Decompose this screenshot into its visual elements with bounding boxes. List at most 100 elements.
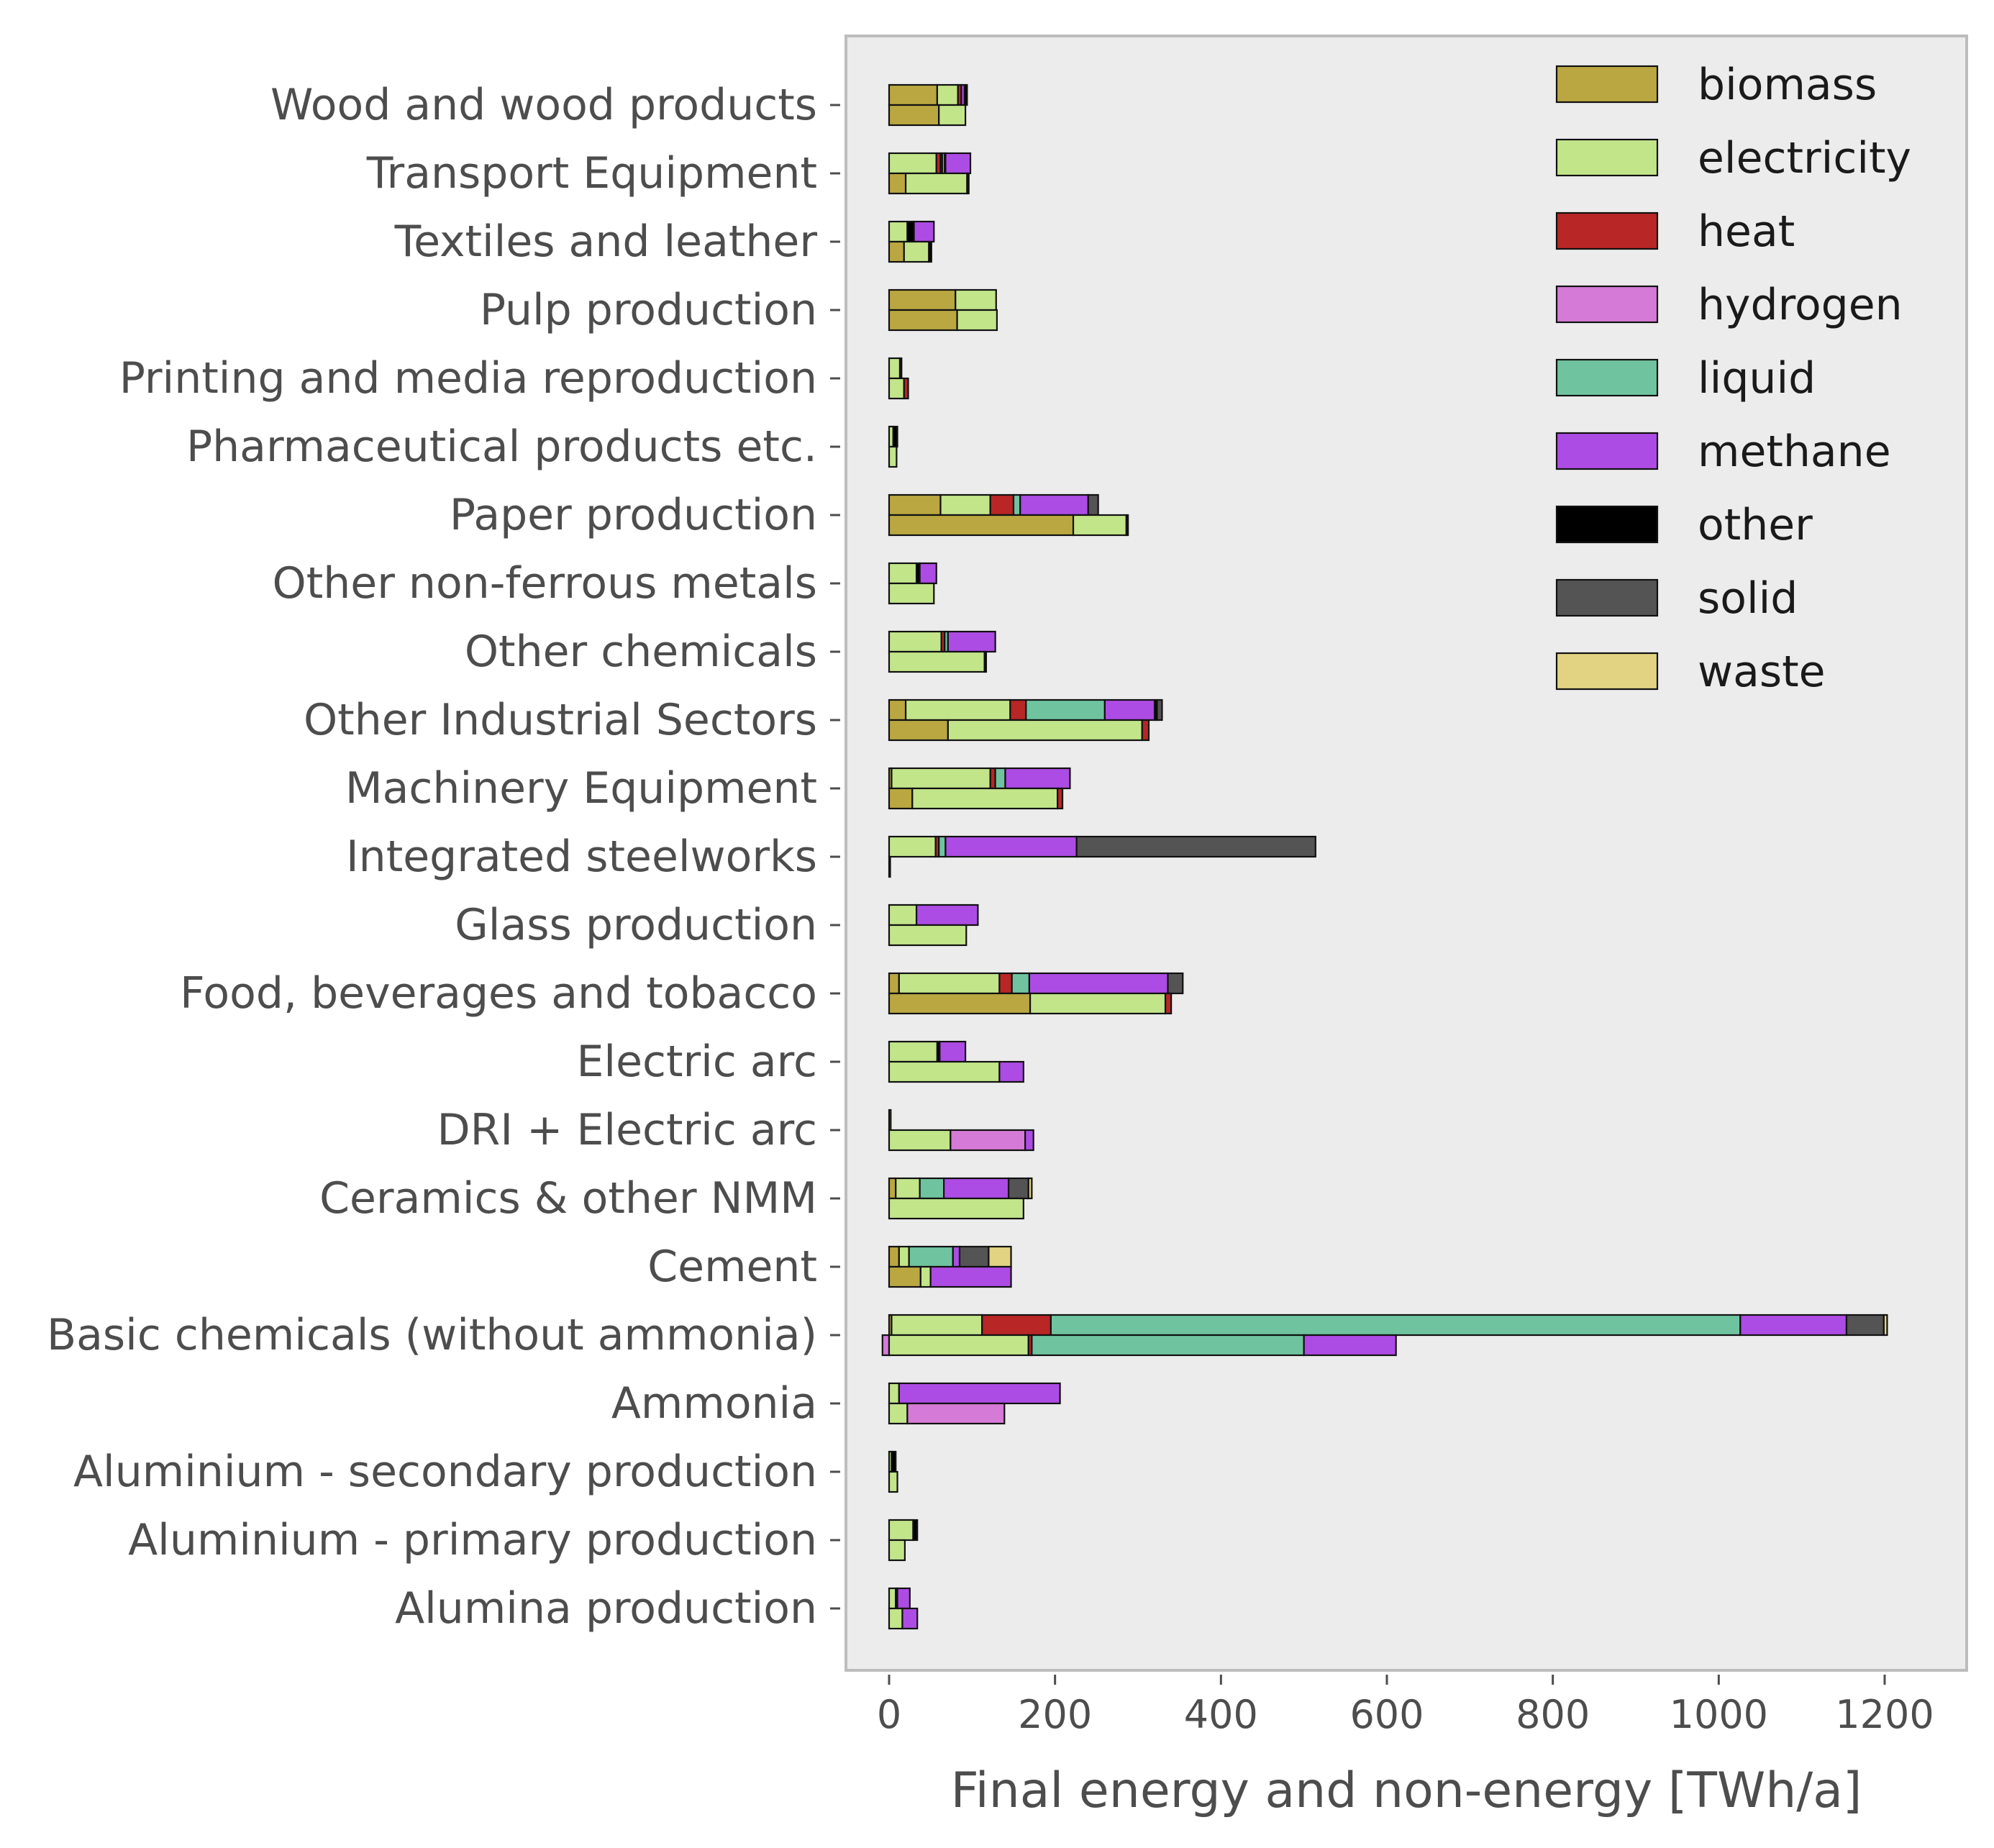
y-tick-label: Printing and media reproduction [119, 353, 817, 404]
bar-segment-electricity [939, 493, 991, 516]
bar-segment-methane [896, 1587, 911, 1610]
legend-label-methane: methane [1698, 427, 1891, 477]
bar-segment-other [912, 1519, 919, 1542]
bar-segment-liquid [938, 835, 947, 858]
bar-segment-electricity [888, 220, 909, 243]
legend-swatch-heat [1555, 211, 1659, 250]
legend-label-electricity: electricity [1698, 133, 1911, 183]
bar-segment-electricity [888, 630, 942, 653]
bar-segment-electricity [888, 1109, 892, 1132]
bar-segment-biomass [888, 514, 1075, 537]
bar-segment-electricity [888, 924, 968, 947]
bar-segment-methane [998, 1060, 1024, 1083]
bar-segment-methane [1739, 1314, 1848, 1337]
bar-segment-heat [1057, 787, 1064, 810]
bar-segment-electricity [888, 377, 905, 400]
bar-segment-electricity [1029, 992, 1167, 1015]
bar-segment-electricity [888, 855, 891, 878]
bar-segment-methane [1024, 1129, 1034, 1152]
bar-segment-electricity [888, 1129, 952, 1152]
bar-segment-methane [1303, 1334, 1397, 1357]
bar-segment-electricity [891, 767, 991, 790]
bar-segment-electricity [888, 1470, 898, 1493]
legend-swatch-biomass [1555, 65, 1659, 104]
bar-segment-methane [913, 220, 935, 243]
bar-segment-methane [944, 835, 1078, 858]
bar-segment-heat [998, 972, 1013, 995]
x-axis: 0 200 400 600 800 1000 1200 [877, 1675, 1934, 1737]
bar-segment-electricity [888, 1040, 938, 1063]
bar-segment-methane [952, 1245, 961, 1268]
bar-segment-electricity [911, 787, 1059, 810]
bar-segment-liquid [1011, 972, 1031, 995]
bar-segment-other [1125, 514, 1129, 537]
y-tick-label: Aluminium - primary production [128, 1515, 817, 1565]
bar-segment-biomass [888, 1265, 921, 1288]
y-axis: Wood and wood products Transport Equipmen… [47, 80, 840, 1634]
bar-segment-electricity [888, 1607, 903, 1630]
bar-segment-methane [929, 1265, 1012, 1288]
y-tick-label: Cement [647, 1242, 817, 1292]
legend-label-liquid: liquid [1698, 353, 1816, 404]
y-tick-label: Pulp production [480, 285, 817, 335]
bar-segment-electricity [888, 582, 935, 605]
y-tick-label: Other chemicals [465, 627, 817, 677]
bar-segment-biomass [888, 309, 958, 332]
x-tick-label: 1200 [1835, 1692, 1934, 1737]
bar-segment-biomass [888, 1245, 900, 1268]
bar-segment-electricity [898, 1245, 910, 1268]
bar-segment-electricity [904, 172, 968, 195]
bar-segment-electricity [898, 972, 1001, 995]
y-tick-label: Alumina production [395, 1583, 817, 1634]
y-tick-label: Ammonia [611, 1378, 817, 1429]
legend-swatch-liquid [1555, 358, 1659, 397]
bar-segment-methane [915, 903, 979, 927]
bar-segment-electricity [956, 309, 998, 332]
bar-segment-biomass [888, 992, 1032, 1015]
x-tick-label: 800 [1516, 1692, 1590, 1737]
legend: biomass electricity heat hydrogen liquid meth… [1555, 60, 1911, 697]
x-tick-label: 1000 [1670, 1692, 1768, 1737]
bar-segment-methane [1028, 972, 1169, 995]
bar-segment-electricity [888, 152, 937, 175]
bar-segment-electricity [888, 1519, 914, 1542]
bar-segment-biomass [888, 83, 938, 106]
bar-segment-heat [1141, 719, 1150, 742]
y-tick-label: Pharmaceutical products etc. [186, 422, 817, 472]
legend-label-biomass: biomass [1698, 60, 1877, 110]
bar-segment-biomass [888, 172, 907, 195]
bar-segment-methane [901, 1607, 919, 1630]
bar-segment-solid [1087, 493, 1099, 516]
bar-segment-methane [943, 1177, 1010, 1200]
bar-segment-biomass [888, 104, 940, 127]
bar-segment-waste [1883, 1314, 1888, 1337]
bar-segment-heat [903, 377, 909, 400]
bar-segment-electricity [888, 835, 937, 858]
bar-segment-liquid [1031, 1334, 1305, 1357]
bar-segment-electricity [888, 445, 898, 468]
bar-segment-liquid [919, 1177, 945, 1200]
bar-segment-other [966, 172, 970, 195]
y-tick-label: Aluminium - secondary production [73, 1447, 817, 1497]
bar-segment-electricity [888, 1587, 897, 1610]
legend-swatch-methane [1555, 432, 1659, 470]
bar-segment-electricity [888, 357, 901, 380]
bar-segment-electricity [903, 240, 930, 263]
bar-segment-electricity [955, 288, 997, 311]
bar-segment-solid [1156, 698, 1163, 722]
bar-segment-methane [947, 630, 996, 653]
legend-swatch-solid [1555, 578, 1659, 617]
y-tick-label: Transport Equipment [366, 148, 817, 199]
y-tick-label: Other Industrial Sectors [304, 695, 817, 745]
bar-segment-electricity [888, 1402, 909, 1425]
legend-label-hydrogen: hydrogen [1698, 280, 1903, 330]
bar-segment-solid [1075, 835, 1316, 858]
x-tick-label: 200 [1018, 1692, 1092, 1737]
bars-group [881, 83, 1888, 1630]
y-tick-label: Other non-ferrous metals [273, 558, 818, 609]
bar-segment-electricity [938, 104, 967, 127]
legend-label-waste: waste [1698, 647, 1826, 697]
bar-segment-electricity [936, 83, 959, 106]
bar-segment-biomass [888, 787, 914, 810]
